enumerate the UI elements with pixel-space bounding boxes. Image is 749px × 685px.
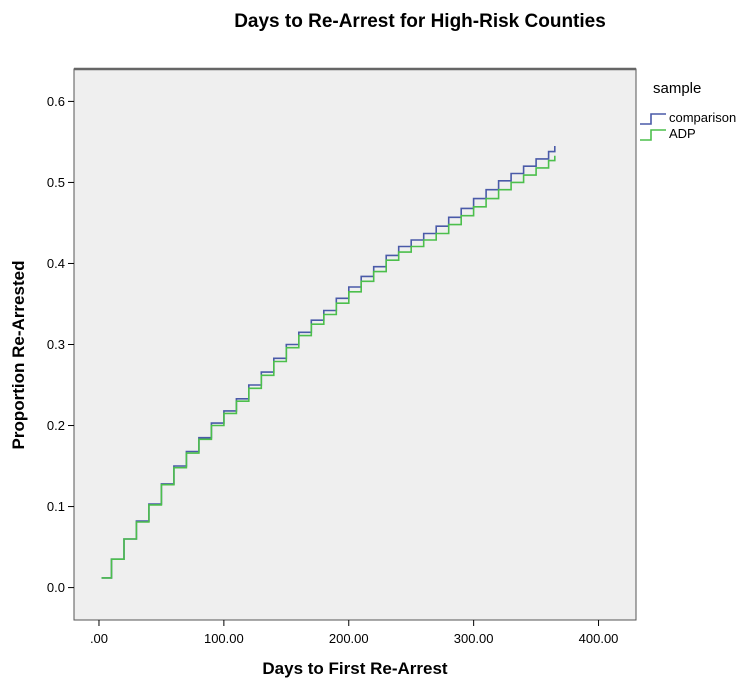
y-tick-label: 0.3 [47,337,65,352]
series-layer [101,146,556,579]
legend-label: comparison [669,110,736,125]
legend-swatch [640,113,666,125]
y-tick-label: 0.6 [47,94,65,109]
y-tick-label: 0.2 [47,418,65,433]
legend-swatch [640,129,666,141]
x-tick-label: 300.00 [454,631,494,646]
plot-area [73,68,637,621]
y-axis-label: Proportion Re-Arrested [9,261,28,450]
y-tick-label: 0.5 [47,175,65,190]
y-tick-label: 0.0 [47,580,65,595]
x-tick-label: 100.00 [204,631,244,646]
x-tick-label: 200.00 [329,631,369,646]
y-tick-label: 0.4 [47,256,65,271]
series-line-adp [101,155,556,579]
x-axis-label: Days to First Re-Arrest [262,659,448,678]
x-axis: .00 100.00 200.00 300.00 400.00 [90,620,618,646]
chart-title: Days to Re-Arrest for High-Risk Counties [234,11,606,32]
y-axis: 0.0 0.1 0.2 0.3 0.4 0.5 0.6 [47,94,74,595]
x-tick-label: .00 [90,631,108,646]
y-tick-label: 0.1 [47,499,65,514]
x-tick-label: 400.00 [579,631,619,646]
legend-title: sample [653,80,701,97]
legend-label: ADP [669,126,696,141]
